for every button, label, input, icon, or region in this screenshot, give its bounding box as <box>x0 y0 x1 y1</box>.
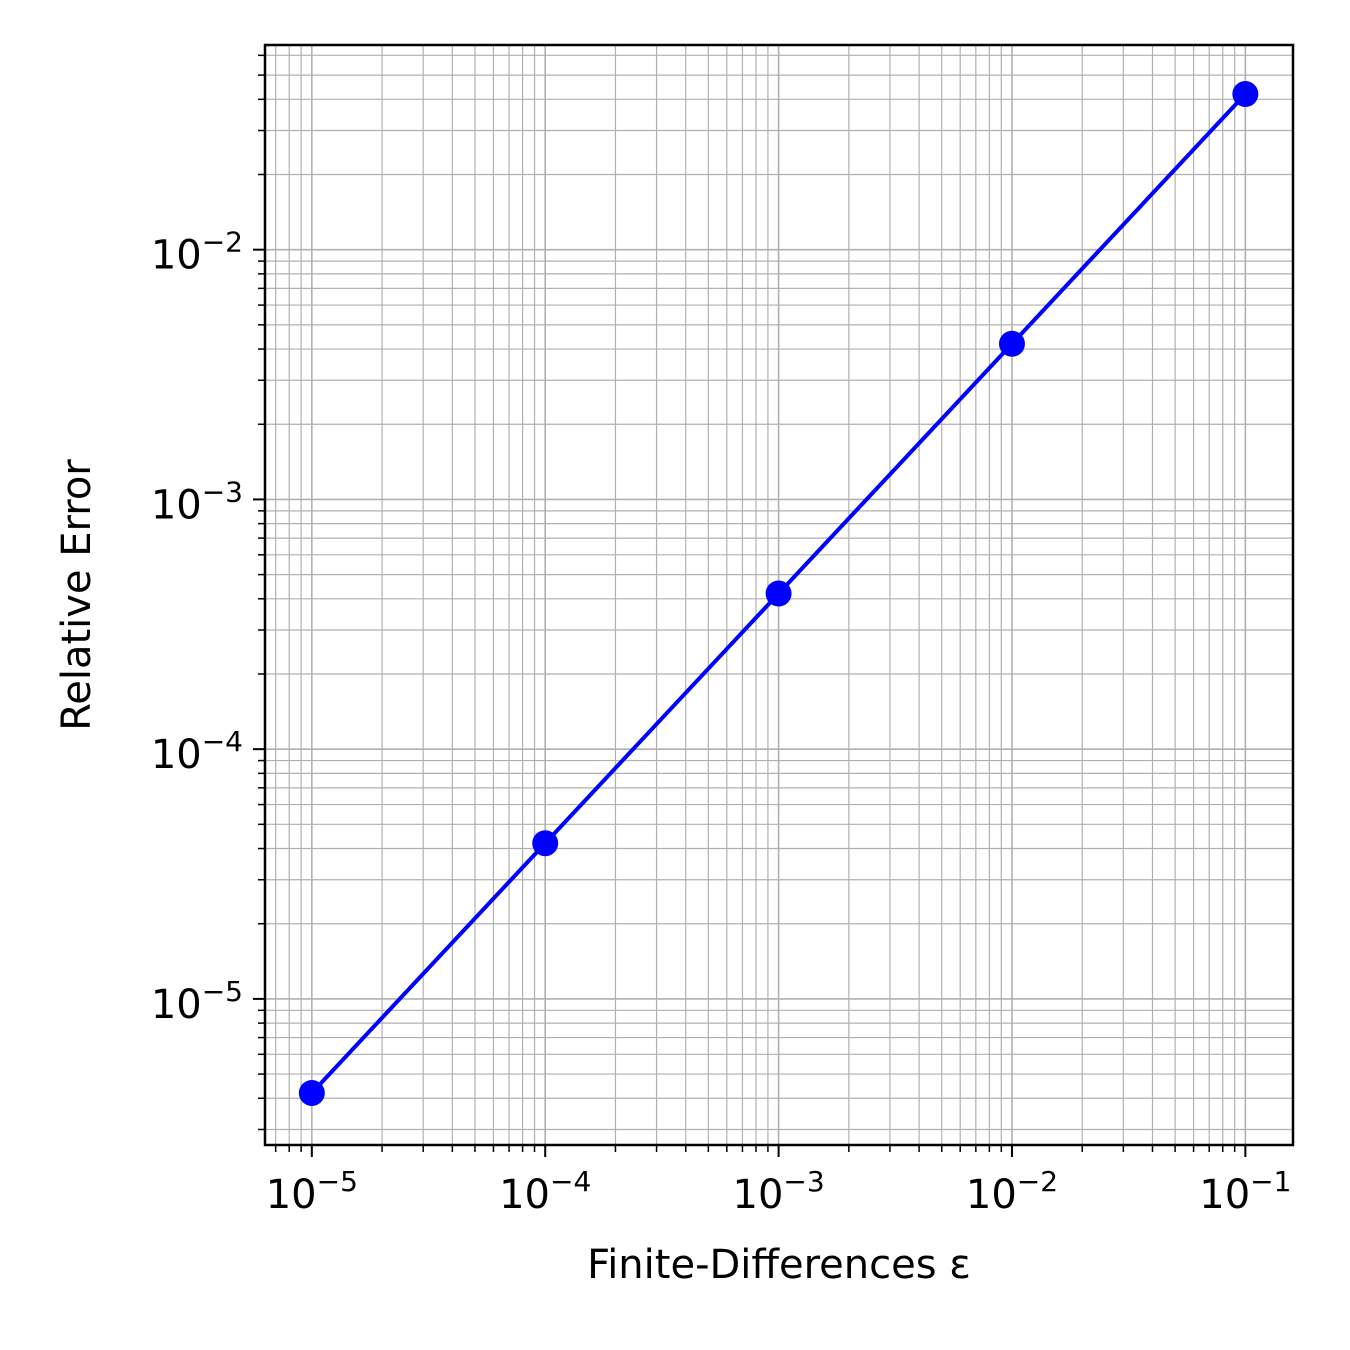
data-point <box>298 1079 325 1106</box>
data-point <box>765 580 792 607</box>
grid-layer <box>265 45 1293 1145</box>
y-tick-label: 10−4 <box>151 725 243 778</box>
x-tick-label: 10−5 <box>266 1165 358 1218</box>
x-tick-label: 10−2 <box>966 1165 1058 1218</box>
x-tick-label: 10−4 <box>499 1165 591 1218</box>
x-tick-label: 10−1 <box>1199 1165 1291 1218</box>
data-point <box>1232 81 1259 108</box>
y-axis-title: Relative Error <box>54 459 100 731</box>
x-axis-title: Finite-Differences ε <box>587 1242 971 1288</box>
ticks-layer <box>253 54 1247 1157</box>
data-point <box>532 830 559 857</box>
x-tick-label: 10−3 <box>733 1165 825 1218</box>
series-layer <box>298 81 1259 1106</box>
y-tick-label: 10−5 <box>151 975 243 1028</box>
plot-frame <box>263 43 1295 1147</box>
y-tick-label: 10−2 <box>151 226 243 279</box>
y-tick-label: 10−3 <box>151 475 243 528</box>
labels-layer: 10−5 10−4 10−3 10−2 10−1 10−5 10−4 10−3 10−2 <box>151 226 1292 1218</box>
data-point <box>998 330 1025 357</box>
